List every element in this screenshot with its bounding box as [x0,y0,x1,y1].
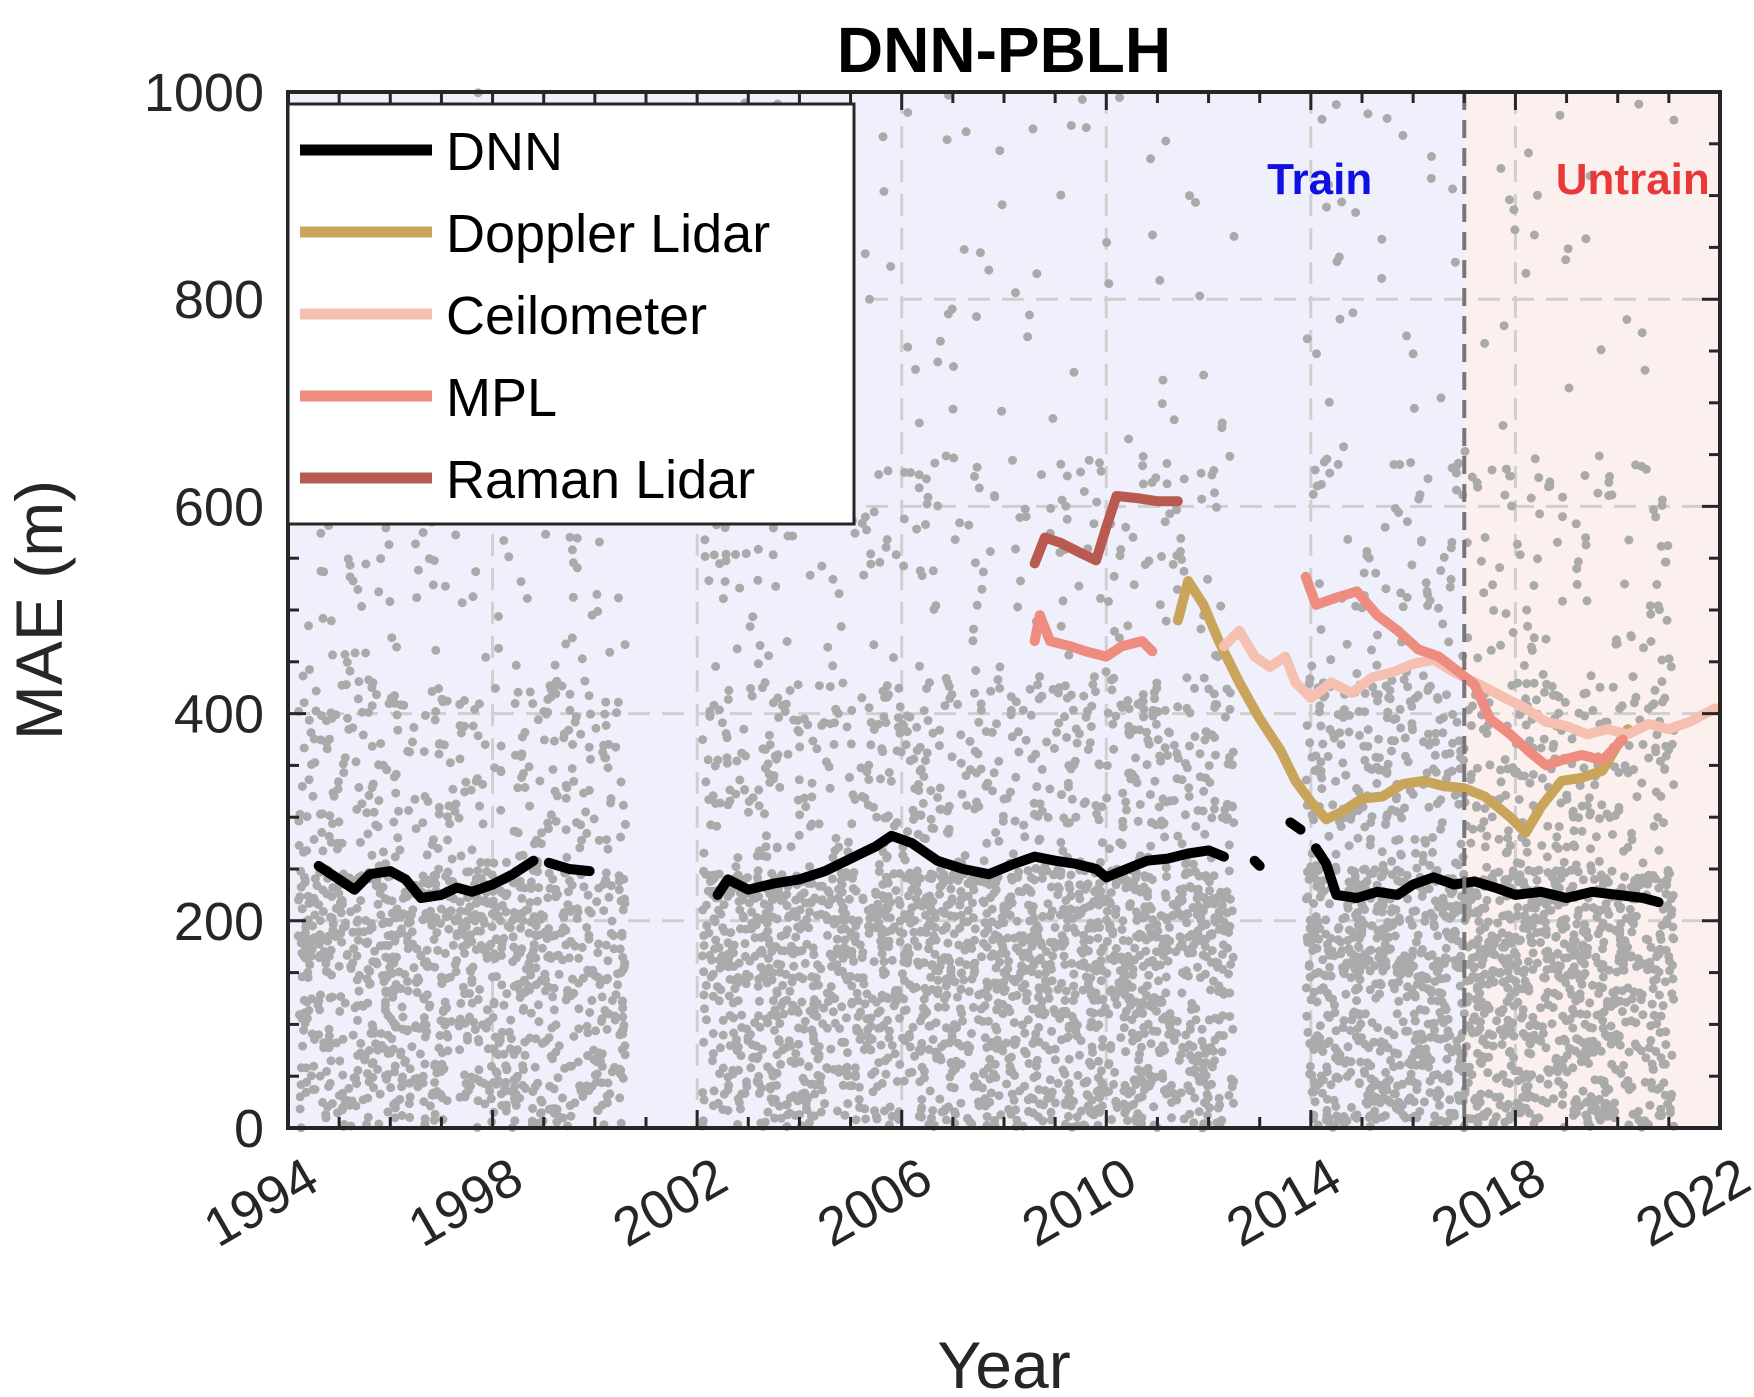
chart-title: DNN-PBLH [837,14,1171,86]
series-line-dnn-0 [313,855,539,903]
legend-label-doppler-lidar: Doppler Lidar [446,204,770,264]
y-axis-label: MAE (m) [2,480,76,740]
series-line-raman-lidar-0 [1029,491,1183,569]
x-tick-label-2022: 2022 [1626,1146,1754,1258]
region-label-untrain: Untrain [1556,155,1710,204]
series-line-dnn-2 [712,830,1229,900]
x-tick-label-2010: 2010 [1012,1146,1146,1258]
y-tick-label-200: 200 [174,892,264,952]
x-tick-label-2018: 2018 [1421,1146,1555,1258]
x-tick-label-1994: 1994 [194,1146,328,1258]
legend-label-ceilometer: Ceilometer [446,286,707,346]
series-line-dnn-3 [1249,855,1265,871]
y-tick-label-400: 400 [174,685,264,745]
legend: DNN Doppler Lidar Ceilometer MPL Raman L… [286,102,856,526]
x-tick-label-2006: 2006 [808,1146,942,1258]
y-tick-label-800: 800 [174,270,264,330]
y-tick-label-0: 0 [234,1099,264,1159]
x-tick-label-1998: 1998 [399,1146,533,1258]
x-axis-label: Year [937,1328,1070,1397]
legend-label-raman-lidar: Raman Lidar [446,450,755,510]
y-tick-label-1000: 1000 [144,63,264,123]
series-line-mpl-0 [1029,610,1158,662]
x-tick-label-2014: 2014 [1217,1146,1351,1258]
series-line-dnn-1 [543,857,595,877]
series-line-dnn-4 [1285,817,1306,835]
legend-label-mpl: MPL [446,368,557,428]
x-tick-label-2002: 2002 [603,1146,737,1258]
series-line-mpl-1 [1300,571,1628,771]
series-line-doppler-lidar-0 [1172,576,1633,838]
legend-label-dnn: DNN [446,122,563,182]
region-label-train: Train [1267,155,1372,204]
y-tick-label-600: 600 [174,477,264,537]
